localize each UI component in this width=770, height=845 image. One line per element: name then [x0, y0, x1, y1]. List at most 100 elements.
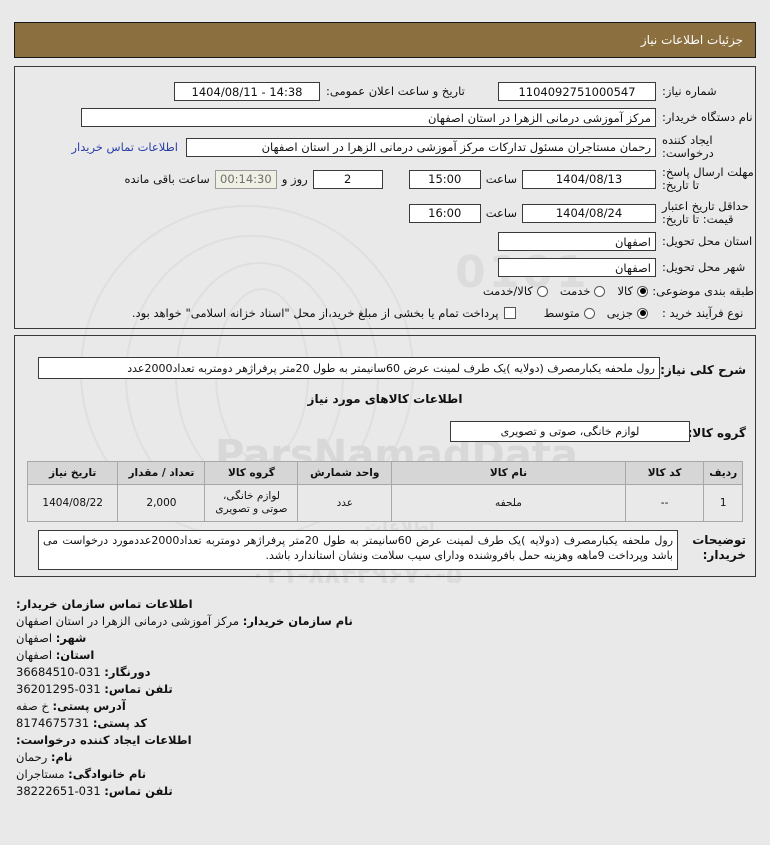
th-group: گروه کالا — [204, 461, 299, 485]
radio-label: خدمت — [559, 284, 591, 298]
delivery-city-label: شهر محل تحویل: — [662, 260, 746, 274]
buyer-contact-link[interactable]: اطلاعات تماس خریدار — [71, 140, 178, 154]
cell-index: 1 — [703, 484, 743, 522]
radio-icon[interactable] — [594, 285, 606, 297]
radio-icon[interactable] — [536, 285, 548, 297]
org-postal-label: کد پستی: — [92, 716, 148, 730]
page-title-bar: جزئیات اطلاعات نیاز — [14, 22, 756, 58]
org-postal-value: 8174675731 — [16, 716, 90, 730]
treasury-checkbox-label: پرداخت تمام یا بخشی از مبلغ خرید،از محل … — [131, 306, 499, 320]
contact-info-block: اطلاعات تماس سازمان خریدار: نام سازمان خ… — [14, 596, 756, 800]
org-phone-label: تلفن تماس: — [104, 682, 173, 696]
cell-code: -- — [624, 484, 705, 522]
deadline-date-value: 1404/08/13 — [522, 169, 656, 189]
remaining-days-label: روز و — [281, 172, 308, 186]
radio-option-jozi[interactable]: جزیی — [607, 306, 648, 320]
th-unit: واحد شمارش — [297, 461, 393, 485]
cell-group: لوازم خانگی، صوتی و تصویری — [204, 484, 299, 522]
buyer-org-label: نام دستگاه خریدار: — [662, 110, 753, 124]
cell-quantity: 2,000 — [117, 484, 206, 522]
org-province-label: استان: — [55, 648, 95, 662]
org-fax-label: دورنگار: — [104, 665, 151, 679]
creator-first-name-value: رحمان — [16, 750, 48, 764]
creator-last-name-value: مستاجران — [16, 767, 65, 781]
deadline-hour-label: ساعت — [485, 172, 517, 186]
th-name: نام کالا — [391, 461, 626, 485]
org-contact-heading: اطلاعات تماس سازمان خریدار: — [16, 597, 193, 611]
announce-date-label: تاریخ و ساعت اعلان عمومی: — [326, 84, 465, 98]
countdown-label: ساعت باقی مانده — [124, 172, 210, 186]
goods-info-panel — [14, 335, 756, 577]
buyer-notes-value: رول ملحفه یکبارمصرف (دولایه )یک طرف لمین… — [38, 530, 678, 570]
buyer-org-value: مرکز آموزشی درمانی الزهرا در استان اصفها… — [81, 108, 656, 127]
announce-date-value: 14:38 - 1404/08/11 — [174, 82, 320, 101]
org-address-label: آدرس پستی: — [52, 699, 126, 713]
org-city-label: شهر: — [55, 631, 87, 645]
checkbox-icon[interactable] — [503, 307, 516, 319]
validity-time-value: 16:00 — [408, 203, 481, 223]
radio-option-kala-khedmat[interactable]: کالا/خدمت — [483, 284, 548, 298]
response-deadline-label: مهلت ارسال پاسخ: تا تاریخ: — [662, 165, 754, 192]
radio-label: متوسط — [543, 306, 580, 320]
purchase-process-label: نوع فرآیند خرید : — [662, 305, 744, 320]
creator-last-name-label: نام خانوادگی: — [68, 767, 147, 781]
org-name-value: مرکز آموزشی درمانی الزهرا در استان اصفها… — [16, 614, 240, 628]
org-postal-row: کد پستی: 8174675731 — [14, 715, 756, 732]
delivery-city-value: اصفهان — [498, 258, 656, 277]
creator-first-name-row: نام: رحمان — [14, 749, 756, 766]
row-buyer-org: نام دستگاه خریدار: مرکز آموزشی درمانی ال… — [81, 108, 754, 127]
row-price-validity: حداقل تاریخ اعتبار قیمت: تا تاریخ: 1404/… — [408, 200, 754, 226]
delivery-province-label: استان محل تحویل: — [662, 234, 753, 248]
radio-icon[interactable] — [637, 307, 648, 319]
creator-contact-heading: اطلاعات ایجاد کننده درخواست: — [16, 733, 192, 747]
org-city-value: اصفهان — [16, 631, 53, 645]
group-value: لوازم خانگی، صوتی و تصویری — [450, 421, 690, 442]
row-subject-classification: طبقه بندی موضوعی: کالا خدمت کالا/خدمت — [471, 284, 754, 298]
buyer-notes-label: توضیحات خریدار: — [692, 533, 746, 562]
need-info-panel — [14, 66, 756, 329]
row-need-number: شماره نیاز: 1104092751000547 — [498, 82, 754, 101]
org-province-value: اصفهان — [16, 648, 53, 662]
goods-heading: اطلاعات کالاهای مورد نیاز — [307, 392, 463, 406]
org-fax-value: 36684510-031 — [16, 665, 101, 679]
table-header-row: ردیف کد کالا نام کالا واحد شمارش گروه کا… — [26, 461, 743, 485]
radio-option-motavaset[interactable]: متوسط — [544, 306, 595, 320]
validity-date-value: 1404/08/24 — [522, 203, 656, 223]
cell-date: 1404/08/22 — [26, 484, 119, 522]
org-province-row: استان: اصفهان — [14, 647, 756, 664]
radio-label: جزیی — [606, 306, 633, 320]
need-number-label: شماره نیاز: — [662, 84, 717, 98]
org-fax-row: دورنگار: 36684510-031 — [14, 664, 756, 681]
creator-phone-label: تلفن تماس: — [104, 784, 173, 798]
radio-option-kala[interactable]: کالا — [617, 284, 648, 298]
org-name-row: نام سازمان خریدار: مرکز آموزشی درمانی ال… — [14, 613, 756, 630]
row-response-deadline: مهلت ارسال پاسخ: تا تاریخ: 1404/08/13 سا… — [120, 166, 755, 192]
treasury-checkbox-option[interactable]: پرداخت تمام یا بخشی از مبلغ خرید،از محل … — [132, 306, 516, 320]
remaining-days-value: 2 — [312, 169, 383, 189]
th-date: تاریخ نیاز — [26, 461, 119, 485]
row-purchase-process: نوع فرآیند خرید : جزیی متوسط پرداخت تمام… — [120, 306, 754, 320]
org-phone-value: 36201295-031 — [16, 682, 101, 696]
radio-option-khedmat[interactable]: خدمت — [560, 284, 606, 298]
radio-icon[interactable] — [583, 307, 595, 319]
th-index: ردیف — [703, 461, 743, 485]
row-delivery-city: شهر محل تحویل: اصفهان — [498, 258, 754, 277]
org-address-row: آدرس پستی: خ صفه — [14, 698, 756, 715]
request-creator-value: رحمان مستاجران مسئول تدارکات مرکز آموزشی… — [186, 137, 656, 157]
creator-phone-value: 38222651-031 — [16, 784, 101, 798]
table-row: 1 -- ملحفه عدد لوازم خانگی، صوتی و تصویر… — [26, 484, 743, 522]
delivery-province-value: اصفهان — [498, 232, 656, 251]
org-address-value: خ صفه — [16, 699, 49, 713]
row-request-creator: ایجاد کننده درخواست: رحمان مستاجران مسئو… — [71, 134, 754, 160]
th-code: کد کالا — [624, 461, 705, 485]
group-label: گروه کالا: — [687, 426, 746, 440]
radio-label: کالا — [617, 284, 633, 298]
radio-icon[interactable] — [637, 285, 648, 297]
items-table: ردیف کد کالا نام کالا واحد شمارش گروه کا… — [26, 461, 743, 522]
org-name-label: نام سازمان خریدار: — [242, 614, 353, 628]
need-number-value: 1104092751000547 — [498, 82, 656, 101]
row-announce-date: تاریخ و ساعت اعلان عمومی: 14:38 - 1404/0… — [174, 82, 474, 101]
row-delivery-province: استان محل تحویل: اصفهان — [498, 232, 754, 251]
countdown-timer: 00:14:30 — [214, 169, 277, 189]
